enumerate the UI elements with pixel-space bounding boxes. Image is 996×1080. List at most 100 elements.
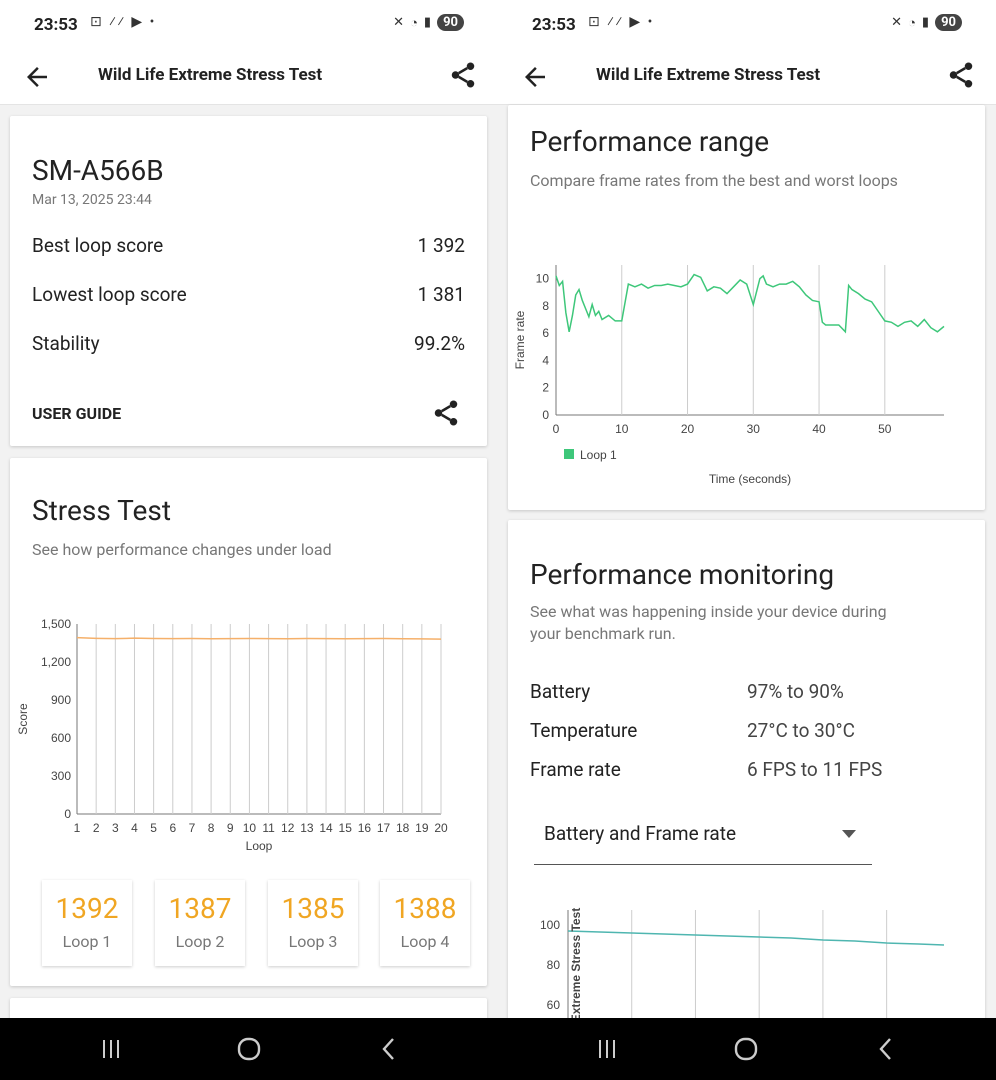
x-tick-label: 3 xyxy=(112,821,119,835)
best-loop-label: Best loop score xyxy=(32,234,164,257)
x-tick-label: 10 xyxy=(243,821,257,835)
performance-monitoring-card: Performance monitoring See what was happ… xyxy=(508,520,985,1018)
range-chart: 0 10 20 30 40 50 0 2 4 6 8 10 Loop 1 Time (seconds) Fr… xyxy=(513,265,945,486)
recent-apps-icon[interactable] xyxy=(96,1034,126,1064)
y-tick-label: 6 xyxy=(542,326,549,340)
x-tick-label: 2 xyxy=(93,821,100,835)
x-tick-label: 4 xyxy=(131,821,138,835)
lowest-loop-value: 1 381 xyxy=(417,283,465,306)
x-tick-label: 1 xyxy=(74,821,81,835)
left-screen: 23:53 ⊡ ⁄⁄ ▶ • ✕ ◔ ▮ 90 Wild Life Extrem… xyxy=(0,0,498,1018)
battery-value: 97% to 90% xyxy=(747,680,844,703)
loop-score-card: 1388 Loop 4 xyxy=(380,880,470,966)
x-tick-label: 20 xyxy=(681,422,695,436)
battery-indicator: 90 xyxy=(935,14,962,31)
status-bar: 23:53 ⊡ ⁄⁄ ▶ • ✕ ◔ ▮ 90 xyxy=(0,0,498,52)
y-tick-label: 8 xyxy=(542,299,549,313)
signal-icon: ▮ xyxy=(423,15,432,30)
status-right-icons: ✕ ◔ ▮ 90 xyxy=(891,14,962,31)
share-icon[interactable] xyxy=(448,60,478,90)
mute-icon: ✕ xyxy=(393,15,405,30)
battery-indicator: 90 xyxy=(437,14,464,31)
y-tick-label: 900 xyxy=(51,693,71,707)
x-tick-label: 40 xyxy=(812,422,826,436)
next-card-edge xyxy=(10,998,487,1018)
recent-apps-icon[interactable] xyxy=(592,1034,622,1064)
loop-score-value: 1387 xyxy=(168,892,232,925)
x-tick-label: 30 xyxy=(747,422,761,436)
frame-rate-series-line xyxy=(555,273,945,334)
stress-subtitle: See how performance changes under load xyxy=(32,540,332,559)
share-icon[interactable] xyxy=(946,60,976,90)
page-title: Wild Life Extreme Stress Test xyxy=(596,65,821,85)
battery-series-line xyxy=(567,930,945,946)
status-time: 23:53 xyxy=(532,15,576,35)
back-nav-icon[interactable] xyxy=(871,1034,901,1064)
app-bar: Wild Life Extreme Stress Test xyxy=(0,52,498,105)
notification-icons: ⊡ ⁄⁄ ▶ • xyxy=(588,14,655,30)
best-loop-row: Best loop score 1 392 xyxy=(32,234,465,257)
signal-icon: ▮ xyxy=(921,15,930,30)
range-title: Performance range xyxy=(530,125,770,158)
battery-label: Battery xyxy=(530,680,591,703)
performance-range-card: Performance range Compare frame rates fr… xyxy=(508,105,985,510)
home-icon[interactable] xyxy=(234,1034,264,1064)
mute-icon: ✕ xyxy=(891,15,903,30)
x-tick-label: 5 xyxy=(150,821,157,835)
back-arrow-icon[interactable] xyxy=(22,62,52,92)
temperature-value: 27°C to 30°C xyxy=(747,719,855,742)
guide-share-icon[interactable] xyxy=(431,398,461,428)
x-tick-label: 6 xyxy=(169,821,176,835)
y-tick-label: 60 xyxy=(547,998,561,1012)
x-tick-label: 16 xyxy=(358,821,372,835)
x-tick-label: 13 xyxy=(300,821,314,835)
monitoring-subtitle-2: your benchmark run. xyxy=(530,624,676,643)
frame-rate-label: Frame rate xyxy=(530,758,621,781)
chart-vertical-label: Extreme Stress Test xyxy=(569,908,583,1018)
monitoring-subtitle-1: See what was happening inside your devic… xyxy=(530,602,887,621)
device-name: SM-A566B xyxy=(32,154,164,187)
x-tick-label: 0 xyxy=(553,422,560,436)
monitoring-chart: 406080100Extreme Stress Test xyxy=(540,908,945,1018)
y-tick-label: 80 xyxy=(547,958,561,972)
page-title: Wild Life Extreme Stress Test xyxy=(98,65,323,85)
right-screen: 23:53 ⊡ ⁄⁄ ▶ • ✕ ◔ ▮ 90 Wild Life Extrem… xyxy=(498,0,996,1018)
loop-score-label: Loop 1 xyxy=(62,932,112,951)
frame-rate-value: 6 FPS to 11 FPS xyxy=(747,758,883,781)
loop-score-label: Loop 4 xyxy=(400,932,450,951)
summary-card: SM-A566B Mar 13, 2025 23:44 Best loop sc… xyxy=(10,116,487,446)
status-right-icons: ✕ ◔ ▮ 90 xyxy=(393,14,464,31)
loop-score-card: 1385 Loop 3 xyxy=(268,880,358,966)
x-tick-label: 9 xyxy=(227,821,234,835)
y-tick-label: 1,500 xyxy=(41,617,71,631)
y-tick-label: 100 xyxy=(540,918,560,932)
stability-value: 99.2% xyxy=(414,332,465,355)
y-tick-label: 4 xyxy=(542,353,549,367)
y-tick-label: 600 xyxy=(51,731,71,745)
x-tick-label: 20 xyxy=(434,821,448,835)
x-tick-label: 14 xyxy=(319,821,333,835)
dropdown-value: Battery and Frame rate xyxy=(544,822,737,845)
back-nav-icon[interactable] xyxy=(374,1034,404,1064)
y-axis-label: Frame rate xyxy=(513,310,527,369)
loop-score-card: 1392 Loop 1 xyxy=(42,880,132,966)
wifi-icon: ◔ xyxy=(908,15,916,31)
status-bar: 23:53 ⊡ ⁄⁄ ▶ • ✕ ◔ ▮ 90 xyxy=(498,0,996,52)
chart-selector-dropdown[interactable]: Battery and Frame rate xyxy=(534,806,872,865)
legend-label: Loop 1 xyxy=(580,448,617,462)
x-axis-label: Time (seconds) xyxy=(709,472,791,486)
status-time: 23:53 xyxy=(34,15,78,35)
loop-score-value: 1392 xyxy=(55,892,119,925)
back-arrow-icon[interactable] xyxy=(520,62,550,92)
home-icon[interactable] xyxy=(731,1034,761,1064)
stability-row: Stability 99.2% xyxy=(32,332,465,355)
x-axis-label: Loop xyxy=(246,839,273,853)
x-tick-label: 8 xyxy=(208,821,215,835)
x-tick-label: 15 xyxy=(339,821,353,835)
dropdown-caret-icon[interactable] xyxy=(842,830,856,838)
stress-chart: 1 2 3 4 5 6 7 8 9 10 11 12 13 14 15 16 17 18 19 20030060090… xyxy=(16,617,448,853)
stability-label: Stability xyxy=(32,332,100,355)
user-guide-link[interactable]: USER GUIDE xyxy=(32,404,122,423)
y-tick-label: 2 xyxy=(542,381,549,395)
temperature-label: Temperature xyxy=(530,719,638,742)
